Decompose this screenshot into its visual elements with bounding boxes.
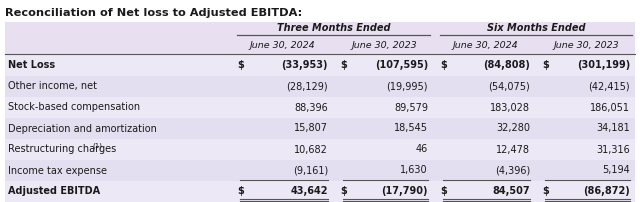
Text: 34,181: 34,181 (596, 123, 630, 134)
Text: 12,478: 12,478 (496, 144, 530, 155)
Text: 15,807: 15,807 (294, 123, 328, 134)
Bar (5, 76, 635, 97)
Text: (301,199): (301,199) (577, 61, 630, 70)
Text: 43,642: 43,642 (291, 186, 328, 197)
Bar (5, 97, 635, 118)
Text: Other income, net: Other income, net (8, 81, 97, 92)
Text: $: $ (542, 186, 548, 197)
Text: 5,194: 5,194 (602, 165, 630, 176)
Text: Net Loss: Net Loss (8, 61, 55, 70)
Bar (5, 118, 635, 139)
Text: $: $ (542, 61, 548, 70)
Text: (9,161): (9,161) (292, 165, 328, 176)
Text: 88,396: 88,396 (294, 102, 328, 113)
Text: (17,790): (17,790) (381, 186, 428, 197)
Text: 1,630: 1,630 (401, 165, 428, 176)
Text: Six Months Ended: Six Months Ended (487, 23, 585, 33)
Text: 18,545: 18,545 (394, 123, 428, 134)
Text: June 30, 2023: June 30, 2023 (553, 40, 619, 49)
Text: 84,507: 84,507 (492, 186, 530, 197)
Text: Restructuring charges: Restructuring charges (8, 144, 116, 155)
Text: June 30, 2024: June 30, 2024 (452, 40, 518, 49)
Text: $: $ (340, 61, 347, 70)
Text: June 30, 2023: June 30, 2023 (351, 40, 417, 49)
Text: (42,415): (42,415) (588, 81, 630, 92)
Bar (5, 55, 635, 76)
Text: (28,129): (28,129) (286, 81, 328, 92)
Bar (5, 139, 635, 160)
Text: (19,995): (19,995) (387, 81, 428, 92)
Text: $: $ (237, 61, 244, 70)
Text: 10,682: 10,682 (294, 144, 328, 155)
Text: (4,396): (4,396) (495, 165, 530, 176)
Text: (54,075): (54,075) (488, 81, 530, 92)
Text: $: $ (340, 186, 347, 197)
Text: Reconciliation of Net loss to Adjusted EBITDA:: Reconciliation of Net loss to Adjusted E… (5, 8, 302, 18)
Text: $: $ (440, 186, 447, 197)
Text: 183,028: 183,028 (490, 102, 530, 113)
Bar (5, 22, 635, 55)
Text: Adjusted EBITDA: Adjusted EBITDA (8, 186, 100, 197)
Text: (33,953): (33,953) (282, 61, 328, 70)
Bar (5, 160, 635, 181)
Text: (107,595): (107,595) (375, 61, 428, 70)
Text: 31,316: 31,316 (596, 144, 630, 155)
Text: June 30, 2024: June 30, 2024 (250, 40, 316, 49)
Text: (86,872): (86,872) (583, 186, 630, 197)
Text: 32,280: 32,280 (496, 123, 530, 134)
Text: $: $ (237, 186, 244, 197)
Text: Income tax expense: Income tax expense (8, 165, 107, 176)
Text: Three Months Ended: Three Months Ended (276, 23, 390, 33)
Text: Depreciation and amortization: Depreciation and amortization (8, 123, 157, 134)
Bar (5, 181, 635, 202)
Text: 46: 46 (416, 144, 428, 155)
Text: 186,051: 186,051 (590, 102, 630, 113)
Text: (84,808): (84,808) (483, 61, 530, 70)
Text: 89,579: 89,579 (394, 102, 428, 113)
Text: (1): (1) (92, 143, 102, 149)
Text: Stock-based compensation: Stock-based compensation (8, 102, 140, 113)
Text: $: $ (440, 61, 447, 70)
